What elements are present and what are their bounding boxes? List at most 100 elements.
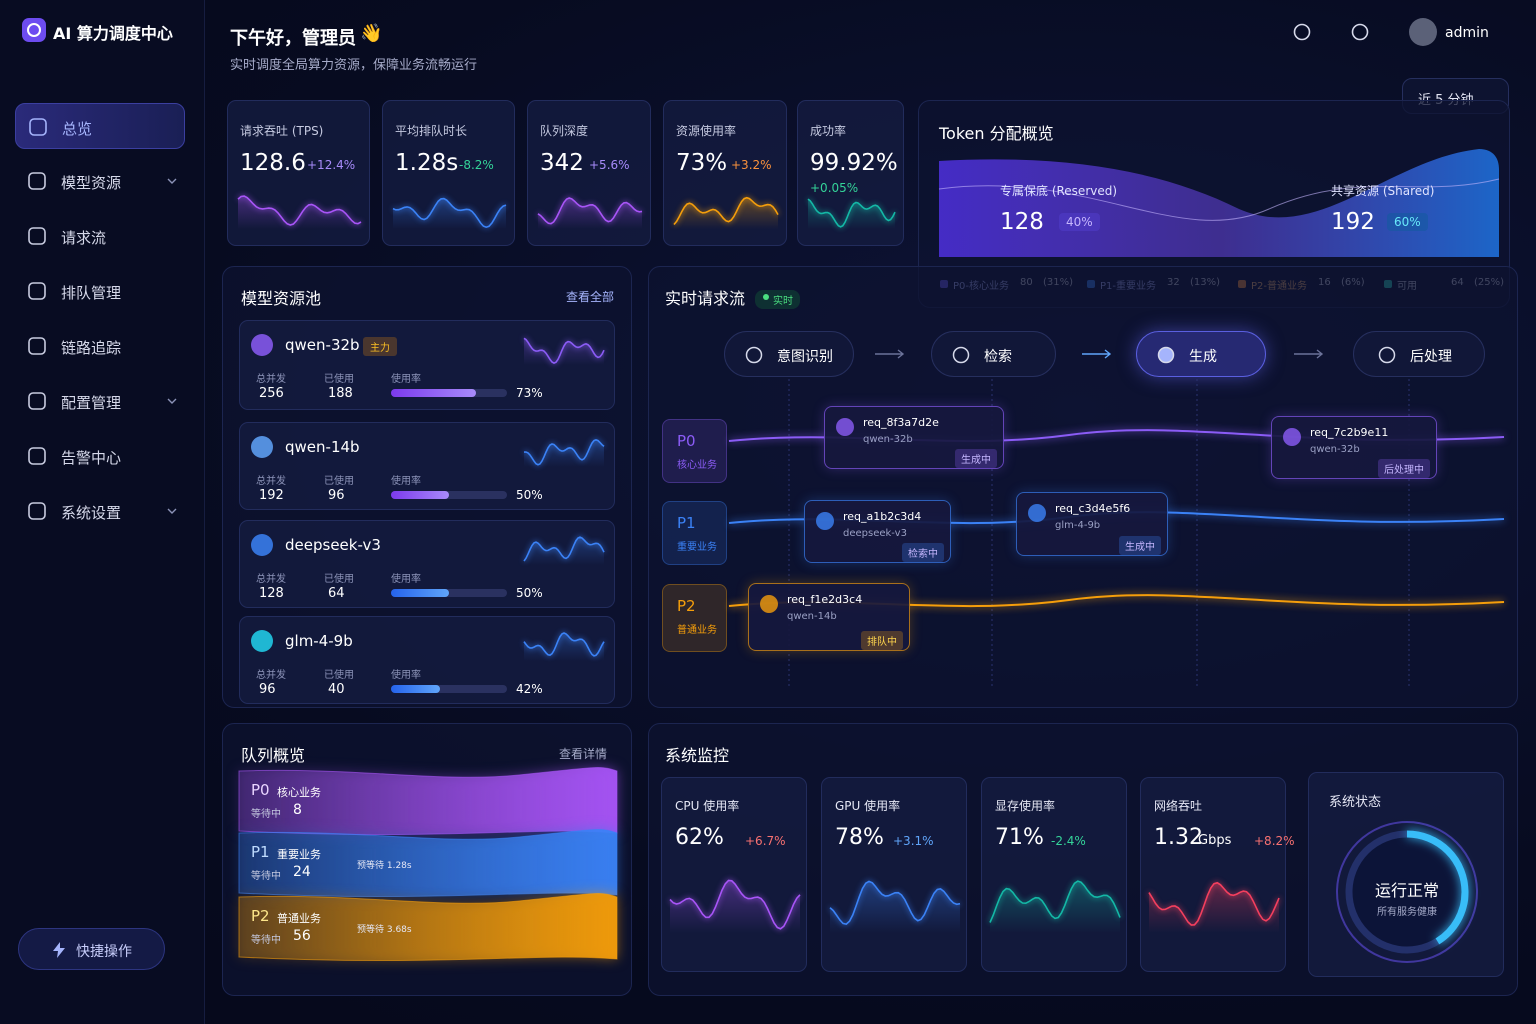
request-card[interactable]: req_c3d4e5f6 glm-4-9b 生成中 (1016, 492, 1168, 556)
kpi-value: 342 (540, 150, 584, 176)
lane-name: P0 (677, 432, 696, 450)
used-value: 40 (328, 682, 345, 697)
request-card[interactable]: req_8f3a7d2e qwen-32b 生成中 (824, 406, 1004, 469)
usage-bar (391, 389, 476, 397)
nav-item[interactable]: 系统设置 (15, 488, 185, 534)
monitor-delta: -2.4% (1051, 834, 1086, 848)
monitor-title: GPU 使用率 (835, 799, 901, 813)
sidebar: AI 算力调度中心总览模型资源请求流排队管理链路追踪配置管理告警中心系统设置快捷… (0, 0, 205, 1024)
monitor-title: 网络吞吐 (1154, 799, 1203, 813)
model-name: glm-4-9b (285, 632, 353, 650)
request-card[interactable]: req_f1e2d3c4 qwen-14b 排队中 (748, 583, 910, 651)
sparkline-line (523, 536, 605, 562)
request-card[interactable]: req_7c2b9e11 qwen-32b 后处理中 (1271, 416, 1437, 479)
used-value: 96 (328, 488, 345, 503)
nav-label: 总览 (62, 120, 93, 138)
header-icon[interactable] (1293, 23, 1311, 41)
total-value: 128 (259, 586, 284, 601)
request-icon-shape (836, 418, 854, 436)
request-model: deepseek-v3 (843, 528, 907, 539)
sparkline-line (829, 880, 961, 925)
lane-name: P1 (677, 514, 696, 532)
nav-icon (28, 227, 46, 245)
sparkline (673, 196, 779, 229)
subtitle: 实时调度全局算力资源，保障业务流畅运行 (230, 58, 478, 73)
kpi-card: 资源使用率 73% +3.2% (663, 100, 787, 246)
queue-waiting-label: 等待中 (251, 935, 281, 946)
live-dot (763, 294, 769, 300)
sparkline-line (392, 197, 507, 229)
panel-title: 队列概览 (241, 746, 306, 765)
shared-value: 192 (1331, 209, 1375, 235)
request-icon (1028, 504, 1046, 522)
stage-label: 后处理 (1410, 349, 1452, 365)
model-icon (251, 436, 273, 458)
sparkline-line (989, 880, 1121, 923)
kpi-title: 请求吞吐 (TPS) (240, 124, 324, 138)
logo-shape (27, 23, 41, 37)
model-name: qwen-32b (285, 336, 360, 354)
used-value: 188 (328, 386, 353, 401)
bolt-shape (53, 942, 65, 958)
nav-icon-shape (28, 172, 46, 190)
chevron (167, 508, 177, 514)
icon-shape (1351, 23, 1369, 41)
nav-label: 配置管理 (61, 394, 122, 412)
reserved-share: 40% (1059, 213, 1100, 231)
total-label: 总并发 (256, 476, 286, 487)
queue-desc: 普通业务 (277, 912, 321, 925)
chevron (167, 398, 177, 404)
brand: AI 算力调度中心 (53, 24, 173, 43)
request-card[interactable]: req_a1b2c3d4 deepseek-v3 检索中 (804, 500, 951, 563)
sparkline (989, 880, 1121, 933)
kpi-title: 成功率 (810, 124, 847, 138)
sparkline-line (1148, 881, 1280, 926)
stage-label: 生成 (1189, 349, 1217, 365)
nav-item[interactable]: 总览 (15, 103, 185, 149)
nav-icon (28, 392, 46, 410)
nav-icon-shape (28, 282, 46, 300)
used-label: 已使用 (324, 670, 354, 681)
nav-item[interactable]: 链路追踪 (15, 323, 185, 369)
kpi-value: 128.6 (240, 150, 306, 176)
lane-label: P1 重要业务 (662, 501, 727, 565)
nav-item[interactable]: 排队管理 (15, 268, 185, 314)
queue-count: 24 (293, 864, 311, 880)
stage-icon (952, 346, 970, 364)
quick-action-button[interactable]: 快捷操作 (18, 928, 165, 970)
stage-icon-shape (952, 346, 970, 364)
kpi-delta: +0.05% (810, 181, 859, 195)
sparkline-area (990, 881, 1120, 933)
usage-label: 使用率 (391, 670, 421, 681)
nav-icon-shape (28, 447, 46, 465)
stage-arrow (1294, 349, 1324, 359)
request-id: req_8f3a7d2e (863, 416, 939, 429)
lane-desc: 重要业务 (677, 542, 717, 553)
usage-bar (391, 685, 440, 693)
stage-arrow (875, 349, 905, 359)
sparkline (537, 197, 643, 229)
nav-item[interactable]: 配置管理 (15, 378, 185, 424)
sparkline (523, 632, 605, 661)
queue-name: P1 (251, 843, 270, 861)
avatar-shape (1409, 18, 1437, 46)
arrow-shape (1294, 349, 1324, 359)
nav-item[interactable]: 模型资源 (15, 158, 185, 204)
sparkline (669, 879, 801, 933)
sparkline-area (830, 881, 960, 933)
nav-item[interactable]: 告警中心 (15, 433, 185, 479)
nav-item[interactable]: 请求流 (15, 213, 185, 259)
used-label: 已使用 (324, 476, 354, 487)
monitor-card: GPU 使用率 78% +3.1% (821, 777, 967, 972)
queue-desc: 核心业务 (277, 786, 321, 799)
lane-name: P2 (677, 597, 696, 615)
request-icon (836, 418, 854, 436)
sparkline-area (1149, 882, 1279, 933)
used-label: 已使用 (324, 374, 354, 385)
nav-label: 告警中心 (61, 449, 122, 467)
header-icon[interactable] (1351, 23, 1369, 41)
kpi-title: 资源使用率 (676, 124, 737, 138)
avatar[interactable] (1409, 18, 1437, 46)
sparkline-line (537, 197, 643, 225)
nav-label: 排队管理 (61, 284, 122, 302)
